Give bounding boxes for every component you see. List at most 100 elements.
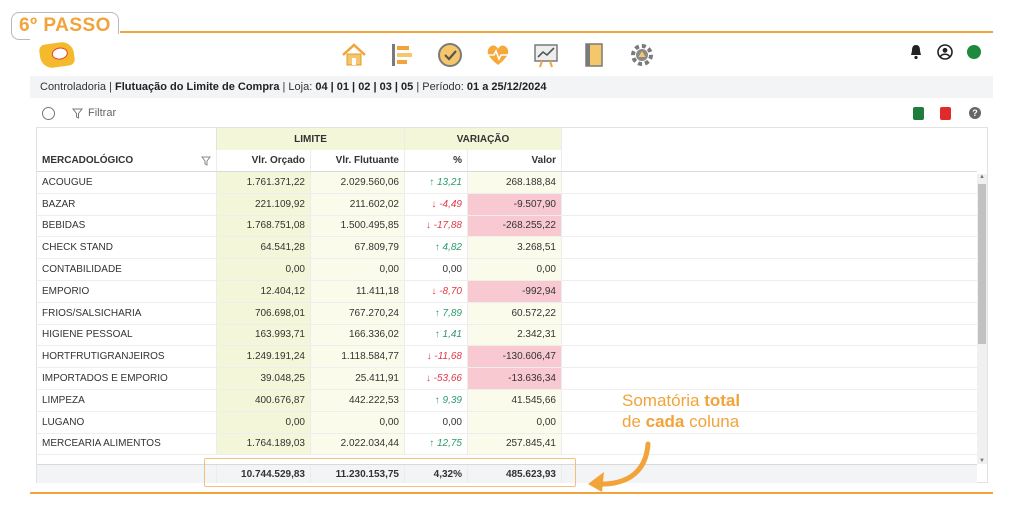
cell-flutuante: 1.500.495,85: [311, 215, 405, 237]
pct-value: ↑ 4,82: [434, 242, 462, 254]
cell-orcado: 1.764.189,03: [217, 433, 311, 455]
cell-flutuante: 166.336,02: [311, 324, 405, 346]
check-circle-icon[interactable]: [426, 40, 474, 70]
cell-mercadologico: ACOUGUE: [37, 172, 217, 193]
pct-text: -4,49: [439, 198, 462, 210]
app-logo[interactable]: [38, 40, 76, 70]
totals-row: 10.744.529,83 11.230.153,75 4,32% 485.62…: [37, 464, 977, 483]
gear-cog-icon[interactable]: [618, 40, 666, 70]
cell-pct: 0,00: [405, 411, 468, 433]
user-circle-icon[interactable]: [937, 44, 953, 60]
table-row[interactable]: ACOUGUE 1.761.371,22 2.029.560,06 ↑ 13,21 26…: [37, 172, 977, 194]
cell-orcado: 0,00: [217, 411, 311, 433]
cell-orcado: 706.698,01: [217, 302, 311, 324]
vertical-scrollbar[interactable]: ▲ ▼: [977, 174, 987, 464]
cell-valor: -268.255,22: [468, 215, 562, 237]
list-icon[interactable]: [378, 40, 426, 70]
cell-valor: 0,00: [468, 259, 562, 280]
notebook-icon[interactable]: [570, 40, 618, 70]
back-icon[interactable]: [42, 107, 55, 120]
pct-text: -17,88: [433, 220, 462, 232]
col-header-pct[interactable]: %: [405, 150, 468, 171]
excel-export-icon[interactable]: [913, 107, 924, 120]
cell-flutuante: 767.270,24: [311, 302, 405, 324]
table-row[interactable]: BEBIDAS 1.768.751,08 1.500.495,85 ↓ -17,88-…: [37, 215, 977, 238]
app-header: [30, 34, 993, 76]
cell-pct: ↑ 7,89: [405, 302, 468, 324]
cell-mercadologico: IMPORTADOS E EMPORIO: [37, 368, 217, 389]
table-row[interactable]: IMPORTADOS E EMPORIO 39.048,25 25.411,91 ↓ …: [37, 368, 977, 390]
scroll-thumb[interactable]: [978, 184, 986, 344]
cell-mercadologico: HIGIENE PESSOAL: [37, 324, 217, 346]
total-pct: 4,32%: [405, 465, 468, 483]
cell-orcado: 0,00: [217, 259, 311, 280]
pct-text: 4,82: [442, 242, 462, 254]
pct-text: 9,39: [442, 394, 462, 406]
cell-flutuante: 2.029.560,06: [311, 172, 405, 193]
totals-highlight-box: [204, 458, 576, 487]
annotation-part: de: [622, 412, 646, 431]
table-row[interactable]: HIGIENE PESSOAL 163.993,71 166.336,02 ↑ 1,4…: [37, 324, 977, 347]
pct-value: ↑ 13,21: [429, 176, 462, 188]
pct-value: ↓ -17,88: [425, 220, 462, 232]
column-filter-icon[interactable]: [201, 156, 211, 166]
cell-orcado: 1.768.751,08: [217, 215, 311, 237]
cell-valor: 257.845,41: [468, 433, 562, 455]
annotation-part: coluna: [684, 412, 740, 431]
help-icon[interactable]: ?: [969, 107, 981, 119]
scroll-down-icon[interactable]: ▼: [979, 458, 985, 464]
bell-icon[interactable]: [909, 44, 923, 60]
cell-pct: ↓ -53,66: [405, 368, 468, 389]
cell-mercadologico: CHECK STAND: [37, 237, 217, 259]
home-icon[interactable]: [330, 40, 378, 70]
pct-value: ↑ 1,41: [434, 329, 462, 341]
col-header-flutuante[interactable]: Vlr. Flutuante: [311, 150, 405, 171]
scroll-up-icon[interactable]: ▲: [979, 174, 985, 180]
table-row[interactable]: CONTABILIDADE 0,00 0,00 0,00 0,00: [37, 259, 977, 281]
annotation-bold: total: [704, 391, 741, 410]
filter-button[interactable]: Filtrar: [72, 107, 116, 119]
pdf-export-icon[interactable]: [940, 107, 951, 120]
cell-mercadologico: BAZAR: [37, 193, 217, 215]
cell-pct: ↑ 4,82: [405, 237, 468, 259]
cell-valor: 2.342,31: [468, 324, 562, 346]
table-row[interactable]: FRIOS/SALSICHARIA 706.698,01 767.270,24 ↑ 7…: [37, 302, 977, 325]
col-header-orcado[interactable]: Vlr. Orçado: [217, 150, 311, 171]
table-row[interactable]: BAZAR 221.109,92 211.602,02 ↓ -4,49 -9.507,9…: [37, 193, 977, 216]
pct-text: 13,21: [436, 176, 462, 188]
group-header-row: LIMITE VARIAÇÃO: [37, 128, 977, 150]
cell-mercadologico: EMPORIO: [37, 281, 217, 302]
total-valor: 485.623,93: [468, 465, 562, 483]
chart-board-icon[interactable]: [522, 40, 570, 70]
cell-orcado: 221.109,92: [217, 193, 311, 215]
cell-orcado: 163.993,71: [217, 324, 311, 346]
table-row[interactable]: MERCEARIA ALIMENTOS 1.764.189,03 2.022.034…: [37, 433, 977, 456]
pct-text: 0,00: [442, 416, 462, 428]
table-row[interactable]: LUGANO 0,00 0,00 0,00 0,00: [37, 411, 977, 434]
heart-pulse-icon[interactable]: [474, 40, 522, 70]
annotation-arrow-icon: [588, 441, 651, 492]
funnel-icon: [72, 108, 83, 119]
cell-valor: 0,00: [468, 411, 562, 433]
total-orcado: 10.744.529,83: [217, 465, 311, 483]
breadcrumb-section[interactable]: Controladoria: [40, 81, 107, 93]
table-row[interactable]: HORTFRUTIGRANJEIROS 1.249.191,24 1.118.584…: [37, 346, 977, 369]
pct-value: ↓ -4,49: [431, 198, 462, 210]
breadcrumb-page: Flutuação do Limite de Compra: [115, 81, 280, 93]
cell-flutuante: 1.118.584,77: [311, 346, 405, 368]
cell-pct: ↓ -11,68: [405, 346, 468, 368]
total-flutuante: 11.230.153,75: [311, 465, 405, 483]
pct-value: ↑ 9,39: [434, 394, 462, 406]
cell-pct: 0,00: [405, 259, 468, 280]
col-header-valor[interactable]: Valor: [468, 150, 562, 171]
col-header-mercadologico[interactable]: MERCADOLÓGICO: [37, 150, 217, 171]
cell-orcado: 64.541,28: [217, 237, 311, 259]
table-row[interactable]: EMPORIO 12.404,12 11.411,18 ↓ -8,70 -992,94: [37, 281, 977, 303]
pct-value: ↑ 12,75: [429, 438, 462, 450]
table-row[interactable]: CHECK STAND 64.541,28 67.809,79 ↑ 4,82 3.268…: [37, 237, 977, 260]
cell-orcado: 39.048,25: [217, 368, 311, 389]
table-row[interactable]: LIMPEZA 400.676,87 442.222,53 ↑ 9,39 41.545,…: [37, 390, 977, 412]
pct-value: ↓ -53,66: [425, 373, 462, 385]
frame-line-bottom: [30, 492, 993, 494]
